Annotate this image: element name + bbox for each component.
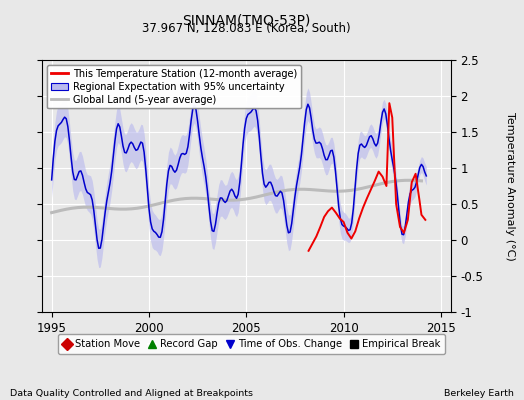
Text: SINNAM(TMQ-53P): SINNAM(TMQ-53P) bbox=[182, 14, 310, 28]
Legend: This Temperature Station (12-month average), Regional Expectation with 95% uncer: This Temperature Station (12-month avera… bbox=[47, 65, 301, 108]
Text: Berkeley Earth: Berkeley Earth bbox=[444, 389, 514, 398]
Text: Data Quality Controlled and Aligned at Breakpoints: Data Quality Controlled and Aligned at B… bbox=[10, 389, 254, 398]
Y-axis label: Temperature Anomaly (°C): Temperature Anomaly (°C) bbox=[506, 112, 516, 260]
Text: 37.967 N, 128.083 E (Korea, South): 37.967 N, 128.083 E (Korea, South) bbox=[142, 22, 351, 35]
Legend: Station Move, Record Gap, Time of Obs. Change, Empirical Break: Station Move, Record Gap, Time of Obs. C… bbox=[58, 334, 445, 354]
